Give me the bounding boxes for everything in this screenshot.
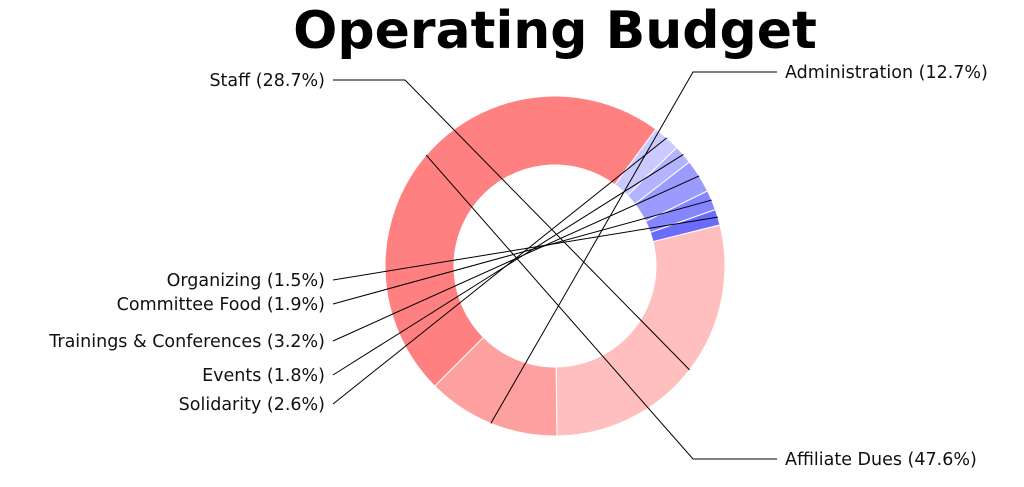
slice-label: Administration (12.7%) bbox=[785, 63, 988, 83]
slice-label: Organizing (1.5%) bbox=[167, 271, 325, 291]
slice-staff bbox=[555, 224, 726, 437]
slice-solidarity bbox=[614, 128, 678, 197]
slice-labels: Affiliate Dues (47.6%) Administration (12… bbox=[48, 63, 988, 470]
slice-label: Events (1.8%) bbox=[202, 366, 325, 386]
leader-line bbox=[333, 79, 690, 371]
slice-label: Trainings & Conferences (3.2%) bbox=[48, 332, 325, 352]
slice-label: Solidarity (2.6%) bbox=[179, 395, 325, 415]
donut-slices bbox=[384, 95, 726, 437]
leader-line bbox=[490, 71, 777, 424]
label-leaders bbox=[332, 71, 777, 460]
chart-title: Operating Budget bbox=[293, 1, 817, 61]
leader-line bbox=[332, 216, 718, 281]
slice-label: Committee Food (1.9%) bbox=[117, 295, 325, 315]
slice-label: Staff (28.7%) bbox=[209, 71, 325, 91]
slice-affiliate-dues bbox=[384, 95, 657, 387]
leader-line bbox=[425, 154, 777, 460]
leader-line bbox=[332, 199, 712, 305]
slice-label: Affiliate Dues (47.6%) bbox=[785, 450, 977, 470]
leader-line bbox=[332, 137, 668, 405]
